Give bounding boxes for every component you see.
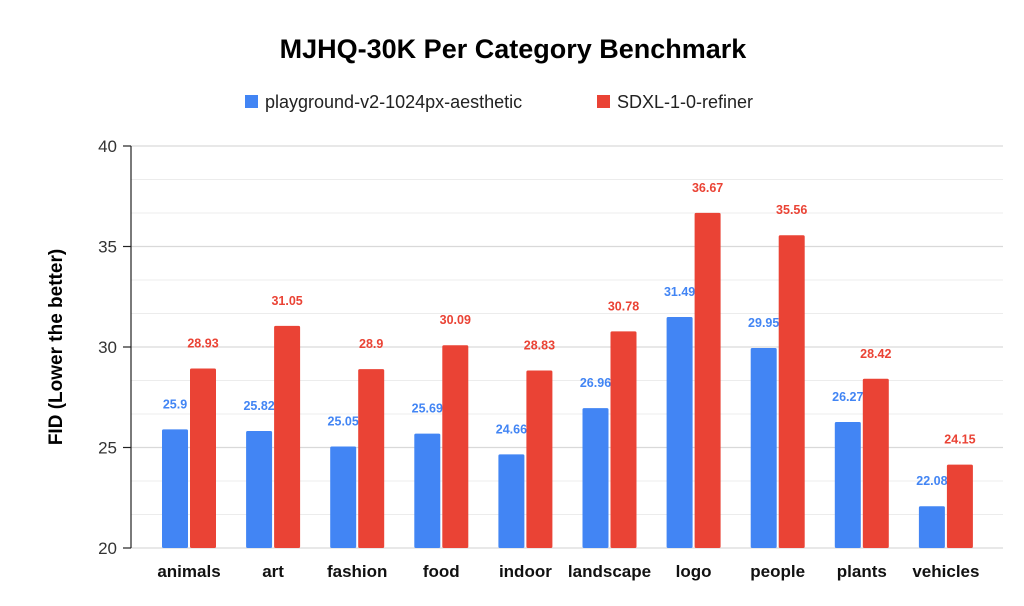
bar-landscape-sdxl <box>610 331 637 548</box>
data-label-animals-sdxl: 28.93 <box>187 337 218 351</box>
data-label-food-playground: 25.69 <box>412 402 443 416</box>
x-tick-label-fashion: fashion <box>327 562 387 581</box>
bar-food-sdxl <box>442 345 469 548</box>
bar-indoor-playground <box>498 454 525 548</box>
data-label-indoor-sdxl: 28.83 <box>524 339 555 353</box>
y-tick-label-40: 40 <box>98 137 117 156</box>
bar-animals-sdxl <box>190 368 216 548</box>
bar-art-playground <box>246 431 273 548</box>
bar-fashion-sdxl <box>358 369 385 548</box>
data-label-vehicles-playground: 22.08 <box>916 474 947 488</box>
y-tick-label-20: 20 <box>98 539 117 558</box>
legend-label-playground: playground-v2-1024px-aesthetic <box>265 92 522 112</box>
legend-label-sdxl: SDXL-1-0-refiner <box>617 92 753 112</box>
legend-swatch-playground <box>245 95 258 108</box>
bar-animals-playground <box>162 429 188 548</box>
legend-swatch-sdxl <box>597 95 610 108</box>
data-label-food-sdxl: 30.09 <box>440 313 471 327</box>
x-tick-label-logo: logo <box>676 562 712 581</box>
x-tick-label-people: people <box>750 562 805 581</box>
x-tick-label-animals: animals <box>157 562 220 581</box>
x-tick-label-food: food <box>423 562 460 581</box>
data-label-landscape-sdxl: 30.78 <box>608 299 639 313</box>
bar-landscape-playground <box>582 408 609 548</box>
chart-title: MJHQ-30K Per Category Benchmark <box>280 34 748 64</box>
y-tick-label-35: 35 <box>98 238 117 257</box>
data-label-plants-playground: 26.27 <box>832 390 863 404</box>
x-tick-label-landscape: landscape <box>568 562 651 581</box>
data-label-fashion-playground: 25.05 <box>328 414 359 428</box>
bar-plants-sdxl <box>862 378 889 548</box>
data-label-plants-sdxl: 28.42 <box>860 347 891 361</box>
data-label-fashion-sdxl: 28.9 <box>359 337 383 351</box>
x-tick-label-plants: plants <box>837 562 887 581</box>
bar-vehicles-sdxl <box>946 464 973 548</box>
y-tick-label-25: 25 <box>98 439 117 458</box>
data-label-landscape-playground: 26.96 <box>580 376 611 390</box>
data-label-indoor-playground: 24.66 <box>496 422 527 436</box>
data-label-logo-sdxl: 36.67 <box>692 181 723 195</box>
data-label-animals-playground: 25.9 <box>163 397 187 411</box>
x-tick-label-art: art <box>262 562 284 581</box>
bar-art-sdxl <box>274 325 301 548</box>
data-label-vehicles-sdxl: 24.15 <box>944 433 975 447</box>
bar-indoor-sdxl <box>526 370 553 548</box>
x-tick-label-vehicles: vehicles <box>912 562 979 581</box>
bar-people-playground <box>750 348 777 548</box>
data-label-people-sdxl: 35.56 <box>776 203 807 217</box>
y-axis-label: FID (Lower the better) <box>46 249 67 445</box>
data-label-art-sdxl: 31.05 <box>271 294 302 308</box>
bar-people-sdxl <box>778 235 805 548</box>
bar-plants-playground <box>834 421 861 548</box>
data-label-art-playground: 25.82 <box>243 399 274 413</box>
bar-food-playground <box>414 433 441 548</box>
x-tick-label-indoor: indoor <box>499 562 552 581</box>
data-label-logo-playground: 31.49 <box>664 285 695 299</box>
data-label-people-playground: 29.95 <box>748 316 779 330</box>
legend: playground-v2-1024px-aesthetic SDXL-1-0-… <box>245 92 753 112</box>
bar-logo-sdxl <box>694 212 721 549</box>
bar-logo-playground <box>666 317 693 548</box>
y-tick-label-30: 30 <box>98 338 117 357</box>
bar-fashion-playground <box>330 446 357 548</box>
bar-vehicles-playground <box>918 506 945 548</box>
